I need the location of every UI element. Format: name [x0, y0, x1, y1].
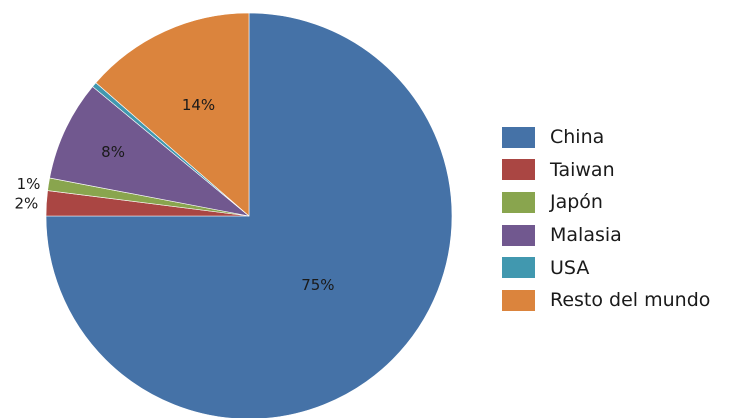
pie-slice [49, 86, 250, 217]
pie-labels: 75% 2%1% 8% 14% [15, 96, 335, 294]
legend-swatch [502, 191, 535, 213]
legend-item-china: China [502, 121, 710, 154]
pie-value-label: 14% [182, 96, 215, 114]
legend-item-japon: Japón [502, 186, 710, 219]
pie-slice [95, 12, 250, 217]
legend-label: USA [550, 256, 590, 279]
pie-value-label: 75% [301, 276, 334, 294]
legend-swatch [502, 257, 535, 279]
legend-label: Japón [550, 191, 603, 214]
pie-value-label: 1% [17, 175, 41, 193]
legend-swatch [502, 224, 535, 246]
legend-label: Taiwan [550, 158, 615, 181]
legend-swatch [502, 126, 535, 148]
legend-item-taiwan: Taiwan [502, 154, 710, 187]
pie-value-label: 8% [101, 143, 125, 161]
legend-swatch [502, 289, 535, 311]
pie-slices [45, 12, 453, 418]
pie-value-label: 2% [15, 194, 39, 212]
legend-swatch [502, 159, 535, 181]
legend-label: Malasia [550, 224, 622, 247]
legend-label: China [550, 126, 605, 149]
legend-label: Resto del mundo [550, 289, 711, 312]
legend: China Taiwan Japón Malasia USA Resto del… [502, 121, 710, 317]
legend-item-resto-del-mundo: Resto del mundo [502, 284, 710, 317]
legend-item-malasia: Malasia [502, 219, 710, 252]
legend-item-usa: USA [502, 251, 710, 284]
